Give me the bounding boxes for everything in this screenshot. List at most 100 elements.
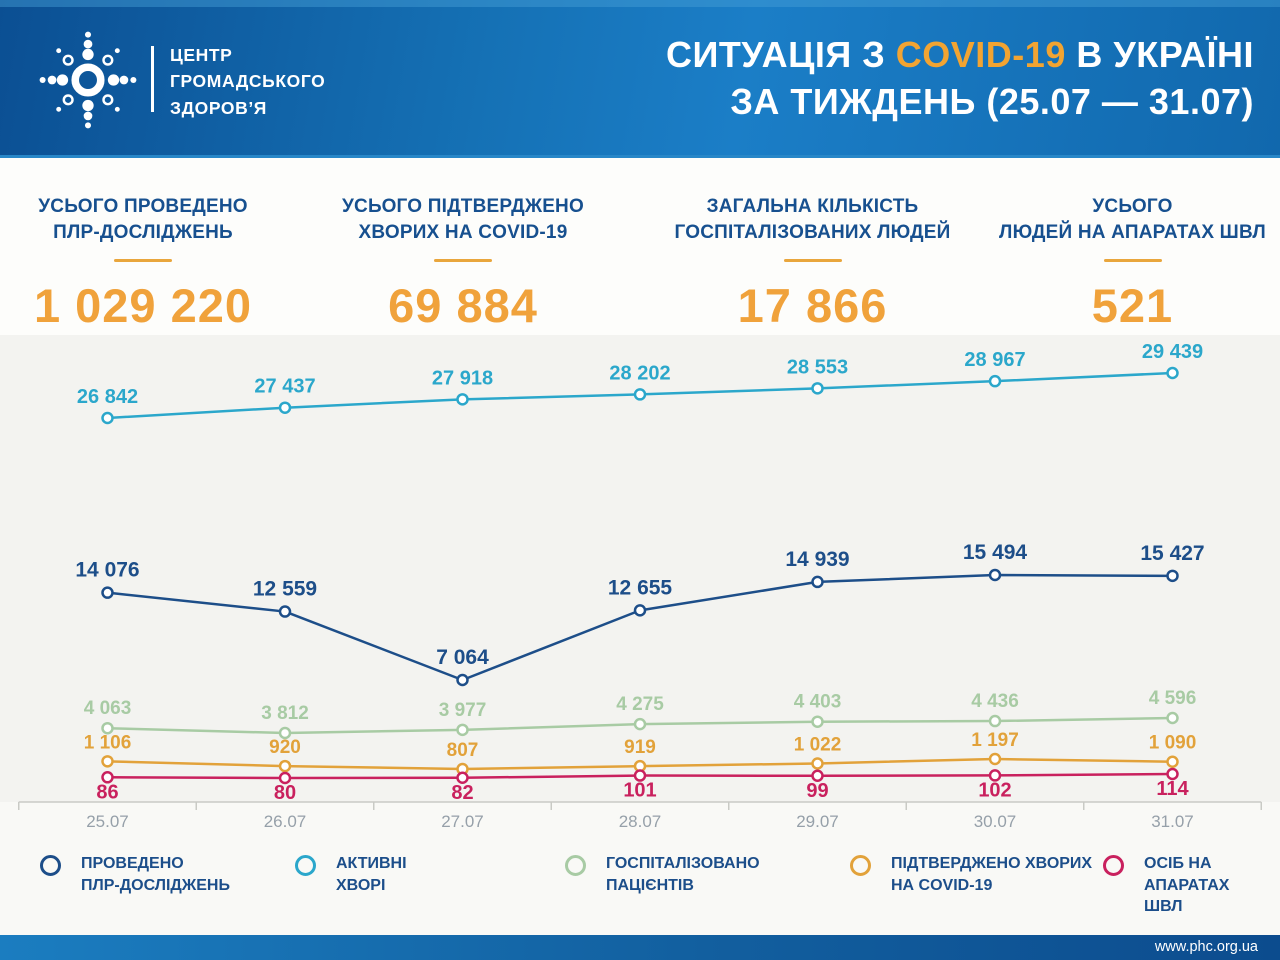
legend-background xyxy=(0,802,1280,935)
value-label: 27 437 xyxy=(254,376,315,398)
value-label: 28 967 xyxy=(964,349,1025,371)
data-point xyxy=(1166,755,1179,768)
legend-item-hospitalized: ГОСПІТАЛІЗОВАНО ПАЦІЄНТІВ xyxy=(565,853,760,896)
stat-divider xyxy=(1103,259,1162,263)
stat-label: УСЬОГО ПІДТВЕРДЖЕНО ХВОРИХ НА COVID-19 xyxy=(342,196,584,243)
data-point xyxy=(101,755,114,768)
value-label: 1 197 xyxy=(971,730,1019,751)
data-point xyxy=(456,673,469,687)
value-label: 14 076 xyxy=(75,559,139,582)
value-label: 3 812 xyxy=(261,703,309,724)
stat-label: УСЬОГО ЛЮДЕЙ НА АПАРАТАХ ШВЛ xyxy=(999,196,1266,243)
data-point xyxy=(811,769,824,783)
value-label: 12 559 xyxy=(253,578,317,601)
org-name-line1: ЦЕНТР xyxy=(170,45,233,65)
data-point xyxy=(633,388,647,401)
value-label: 1 022 xyxy=(794,734,842,755)
legend-dot-ventilator xyxy=(1103,855,1124,876)
weekly-trend-chart: 25.07 26.07 27.07 28.07 29.07 30.07 31.07 14 07… xyxy=(18,341,1262,831)
data-point xyxy=(278,401,292,414)
stat-value: 1 029 220 xyxy=(33,279,253,333)
data-point xyxy=(278,759,292,773)
value-label: 12 655 xyxy=(608,576,673,599)
value-label: 15 427 xyxy=(1140,542,1204,565)
value-label: 114 xyxy=(1156,778,1189,800)
data-point xyxy=(988,568,1002,582)
title-line2: ЗА ТИЖДЕНЬ (25.07 — 31.07) xyxy=(730,80,1254,122)
value-label: 29 439 xyxy=(1142,341,1203,363)
stat-confirmed-total: УСЬОГО ПІДТВЕРДЖЕНО ХВОРИХ НА COVID-19 69… xyxy=(286,158,640,335)
value-label: 101 xyxy=(623,780,656,802)
value-label: 7 064 xyxy=(436,646,489,669)
data-point xyxy=(278,726,292,740)
data-point xyxy=(101,586,114,599)
data-point xyxy=(811,382,824,395)
stat-label: УСЬОГО ПРОВЕДЕНО ПЛР-ДОСЛІДЖЕНЬ xyxy=(38,196,248,243)
data-point xyxy=(633,769,647,782)
date-label: 27.07 xyxy=(441,812,484,831)
value-label: 27 918 xyxy=(432,367,493,389)
value-label: 80 xyxy=(274,782,296,804)
value-label: 26 842 xyxy=(77,386,138,408)
org-name-line2: ГРОМАДСЬКОГО xyxy=(170,71,326,92)
legend-dot-pcr xyxy=(40,855,61,876)
date-label: 29.07 xyxy=(796,812,839,831)
data-point xyxy=(278,771,292,785)
org-name-line3: ЗДОРОВ’Я xyxy=(170,97,267,118)
value-label: 82 xyxy=(451,782,473,804)
date-label: 28.07 xyxy=(619,812,662,831)
value-label: 807 xyxy=(447,740,479,761)
legend-item-active: АКТИВНІ ХВОРІ xyxy=(295,853,407,896)
stat-divider xyxy=(434,259,492,263)
value-label: 4 436 xyxy=(971,691,1019,712)
value-label: 4 275 xyxy=(616,694,664,715)
value-label: 919 xyxy=(624,737,656,758)
stats-row: УСЬОГО ПРОВЕДЕНО ПЛР-ДОСЛІДЖЕНЬ 1 029 220… xyxy=(0,158,1280,335)
data-point xyxy=(988,374,1002,388)
data-point xyxy=(456,723,469,737)
stat-hospitalized-total: ЗАГАЛЬНА КІЛЬКІСТЬ ГОСПІТАЛІЗОВАНИХ ЛЮДЕЙ… xyxy=(640,158,985,335)
footer-url: www.phc.org.ua xyxy=(1154,939,1258,955)
value-label: 4 596 xyxy=(1149,688,1197,709)
value-label: 99 xyxy=(806,780,828,802)
data-point xyxy=(278,605,292,618)
value-label: 1 106 xyxy=(84,732,132,753)
value-label: 1 090 xyxy=(1149,733,1197,754)
legend-item-pcr: ПРОВЕДЕНО ПЛР-ДОСЛІДЖЕНЬ xyxy=(40,853,230,896)
legend-dot-confirmed xyxy=(850,855,871,876)
value-label: 3 977 xyxy=(439,700,487,721)
data-point xyxy=(811,715,824,728)
legend-dot-active xyxy=(295,855,316,876)
value-label: 4 403 xyxy=(794,692,842,713)
data-point xyxy=(988,752,1002,766)
stat-value: 17 866 xyxy=(737,279,888,333)
date-label: 30.07 xyxy=(974,812,1017,831)
stat-ventilator-total: УСЬОГО ЛЮДЕЙ НА АПАРАТАХ ШВЛ 521 xyxy=(985,158,1280,335)
date-label: 31.07 xyxy=(1151,812,1194,831)
page-title: СИТУАЦІЯ З COVID-19 В УКРАЇНІ ЗА ТИЖДЕНЬ… xyxy=(666,32,1254,126)
stat-label: ЗАГАЛЬНА КІЛЬКІСТЬ ГОСПІТАЛІЗОВАНИХ ЛЮДЕЙ xyxy=(674,196,951,243)
data-point xyxy=(988,769,1002,782)
data-point xyxy=(1166,366,1179,380)
value-label: 14 939 xyxy=(785,548,849,571)
value-label: 15 494 xyxy=(963,541,1028,564)
data-point xyxy=(811,757,824,770)
data-point xyxy=(633,604,647,617)
org-name: ЦЕНТР ГРОМАДСЬКОГО ЗДОРОВ’Я xyxy=(170,42,325,121)
footer-band: www.phc.org.ua xyxy=(0,935,1280,960)
stats-background xyxy=(0,158,1280,335)
data-point xyxy=(988,714,1002,728)
data-point xyxy=(101,411,114,425)
legend-item-confirmed: ПІДТВЕРДЖЕНО ХВОРИХ НА COVID-19 xyxy=(850,853,1092,896)
phc-logo-icon xyxy=(39,31,137,129)
data-point xyxy=(1166,711,1179,725)
data-point xyxy=(1166,767,1179,781)
data-point xyxy=(456,393,469,406)
title-line1: СИТУАЦІЯ З COVID-19 В УКРАЇНІ xyxy=(666,34,1254,75)
legend-dot-hospitalized xyxy=(565,855,586,876)
data-point xyxy=(633,717,647,731)
date-label: 26.07 xyxy=(264,812,307,831)
legend-item-ventilator: ОСІБ НА АПАРАТАХ ШВЛ xyxy=(1103,853,1280,918)
value-label: 920 xyxy=(269,737,301,758)
